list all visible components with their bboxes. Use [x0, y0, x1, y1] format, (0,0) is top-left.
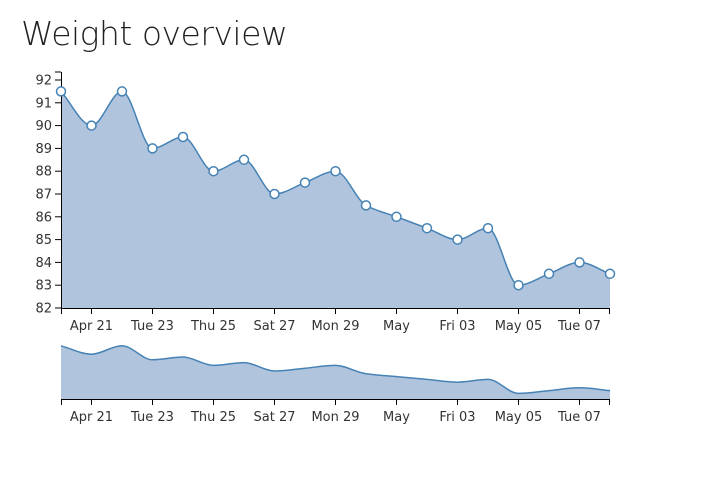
focus-data-point[interactable]	[360, 200, 372, 211]
focus-y-tick-label: 89	[35, 142, 52, 157]
focus-data-point[interactable]	[482, 222, 494, 234]
context-series-line	[60, 345, 611, 395]
focus-data-point[interactable]	[208, 165, 219, 177]
context-x-tick-label: Sat 27	[254, 410, 296, 425]
context-area-fill	[61, 345, 610, 399]
context-x-tick-label: Tue 07	[557, 410, 601, 425]
focus-x-tick-label: Fri 03	[439, 319, 475, 334]
context-x-tick-label: Apr 21	[70, 410, 113, 425]
focus-data-point[interactable]	[604, 268, 616, 280]
focus-y-tick-label: 91	[35, 96, 52, 111]
context-x-tick-label: May	[383, 410, 410, 425]
focus-y-tick-label: 85	[35, 233, 52, 248]
focus-data-point[interactable]	[421, 222, 433, 234]
focus-x-tick-label: Mon 29	[311, 319, 359, 334]
focus-data-point[interactable]	[238, 154, 250, 166]
context-x-tick-label: Tue 23	[130, 410, 174, 425]
focus-data-point[interactable]	[86, 120, 97, 131]
focus-y-tick-label: 88	[35, 165, 52, 180]
focus-data-point[interactable]	[513, 279, 524, 291]
focus-x-tick-label: May 05	[495, 319, 543, 334]
focus-data-point[interactable]	[55, 86, 67, 97]
context-x-tick-label: Fri 03	[439, 410, 475, 425]
focus-data-point[interactable]	[299, 177, 311, 188]
focus-data-point[interactable]	[543, 268, 555, 280]
focus-x-tick-label: Thu 25	[190, 319, 236, 334]
focus-y-tick-label: 83	[35, 279, 52, 294]
focus-x-tick-label: May	[383, 319, 410, 334]
context-chart[interactable]: Apr 21 Tue 23 Thu 25 Sat 27 Mon 29 May Fri 03 M…	[60, 345, 611, 425]
focus-data-point[interactable]	[116, 86, 128, 97]
page-title: Weight overview	[21, 14, 288, 53]
focus-data-point[interactable]	[330, 165, 341, 177]
focus-x-tick-label: Tue 23	[130, 319, 174, 334]
context-x-tick-label: Thu 25	[190, 410, 236, 425]
context-x-tick-label: May 05	[495, 410, 543, 425]
focus-data-point[interactable]	[147, 143, 158, 154]
focus-data-point[interactable]	[269, 188, 280, 200]
focus-x-tick-label: Sat 27	[254, 319, 296, 334]
focus-y-tick-label: 90	[35, 119, 52, 134]
focus-area-fill	[61, 91, 610, 309]
focus-x-tick-label: Apr 21	[70, 319, 113, 334]
focus-data-point[interactable]	[391, 211, 402, 223]
focus-data-point[interactable]	[177, 131, 189, 143]
focus-y-tick-label: 82	[35, 302, 52, 317]
focus-y-tick-label: 86	[35, 210, 52, 225]
context-x-tick-label: Mon 29	[311, 410, 359, 425]
focus-y-tick-label: 92	[35, 74, 52, 89]
focus-data-point[interactable]	[574, 257, 585, 268]
focus-x-tick-label: Tue 07	[557, 319, 601, 334]
focus-chart[interactable]: Apr 21 Tue 23 Thu 25 Sat 27 Mon 29 May Fri 03 M…	[35, 71, 616, 334]
focus-y-tick-label: 84	[35, 256, 52, 271]
focus-data-point[interactable]	[452, 234, 463, 245]
focus-y-tick-label: 87	[35, 188, 52, 203]
